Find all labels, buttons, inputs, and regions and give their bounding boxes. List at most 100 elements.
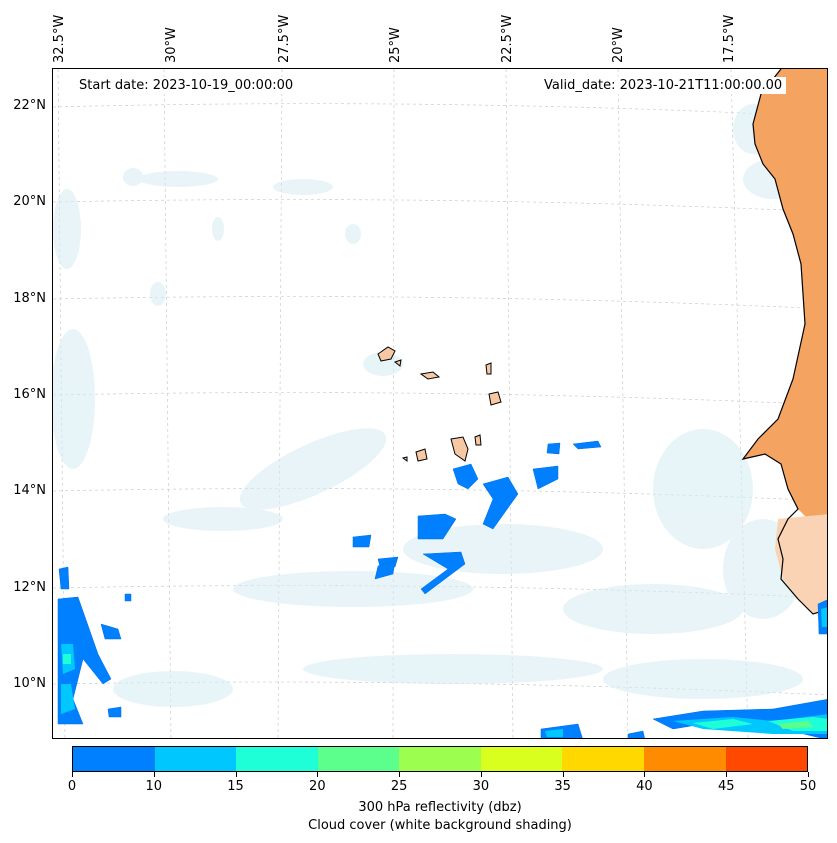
lon-label: 22.5°W <box>500 14 515 63</box>
colorbar-segment <box>725 747 808 771</box>
island <box>450 436 469 462</box>
gridline-lon <box>163 69 172 738</box>
lon-label: 17.5°W <box>722 14 737 63</box>
lat-label: 18°N <box>13 291 46 306</box>
cloud-patch <box>53 329 95 469</box>
cloud-patch <box>150 282 166 306</box>
lon-label: 25°W <box>388 27 403 63</box>
gridline-lon <box>277 69 283 738</box>
lat-label: 12°N <box>13 580 46 595</box>
reflectivity-blob <box>61 684 75 714</box>
colorbar-tick <box>562 772 564 777</box>
reflectivity-blob <box>821 607 827 627</box>
reflectivity-blob <box>420 551 466 595</box>
cloud-patch <box>113 671 233 707</box>
cloud-patch <box>212 217 224 241</box>
reflectivity-blob <box>627 730 645 738</box>
map-canvas <box>53 69 827 738</box>
reflectivity-blob <box>482 476 519 530</box>
lat-label: 20°N <box>13 194 46 209</box>
colorbar-tick-label: 10 <box>145 779 163 794</box>
colorbar-tick <box>399 772 401 777</box>
cloud-patch <box>653 429 753 549</box>
reflectivity-blob <box>100 623 122 640</box>
gridline-lon <box>730 69 749 738</box>
colorbar <box>72 746 808 772</box>
cloud-patch <box>273 179 333 195</box>
map-frame: Start date: 2023-10-19_00:00:00 Valid_da… <box>52 68 828 739</box>
africa-land-south <box>775 514 827 614</box>
colorbar-tick <box>808 772 809 777</box>
colorbar-segment <box>317 747 400 771</box>
lon-label: 27.5°W <box>277 14 292 63</box>
colorbar-tick-label: 45 <box>717 779 735 794</box>
gridline-lon <box>505 69 514 738</box>
colorbar-segment <box>480 747 563 771</box>
colorbar-segment <box>562 747 644 771</box>
gridline-lat <box>53 296 827 310</box>
cloud-patch <box>563 584 743 634</box>
colorbar-segment <box>154 747 237 771</box>
colorbar-tick <box>726 772 728 777</box>
reflectivity-blob <box>532 465 559 490</box>
lat-label: 10°N <box>13 676 46 691</box>
cloud-patch <box>239 428 387 510</box>
gridline-lat <box>53 585 827 599</box>
cloud-patch <box>603 659 803 699</box>
colorbar-tick <box>153 772 155 777</box>
colorbar-segment <box>399 747 481 771</box>
start-date-label: Start date: 2023-10-19_00:00:00 <box>75 77 298 94</box>
colorbar-tick-label: 0 <box>67 779 77 794</box>
colorbar-tick-label: 20 <box>309 779 326 794</box>
africa-land <box>743 69 827 524</box>
gridline-lat <box>53 103 827 118</box>
reflectivity-blob <box>63 654 71 664</box>
lon-label: 30°W <box>164 27 179 63</box>
colorbar-tick-label: 35 <box>554 779 571 794</box>
colorbar-label-reflectivity: 300 hPa reflectivity (dbz) <box>358 800 522 815</box>
island <box>415 448 428 462</box>
cloud-patch <box>363 352 403 376</box>
reflectivity-blob <box>693 719 753 729</box>
reflectivity-blob <box>124 593 132 602</box>
colorbar-tick <box>480 772 482 777</box>
colorbar-segment <box>643 747 726 771</box>
reflectivity-blob <box>374 560 396 580</box>
gridline-lat <box>53 392 827 406</box>
lon-label: 20°W <box>611 27 626 63</box>
colorbar-tick-label: 15 <box>227 779 244 794</box>
gridline-lat <box>53 488 827 502</box>
island <box>393 359 402 367</box>
island <box>488 391 502 406</box>
colorbar-tick <box>317 772 319 777</box>
reflectivity-blob <box>545 729 563 737</box>
reflectivity-blob <box>352 534 372 548</box>
island <box>485 362 492 375</box>
colorbar-segment <box>73 747 155 771</box>
colorbar-tick <box>644 772 646 777</box>
colorbar-tick-label: 25 <box>390 779 408 794</box>
reflectivity-blob <box>572 440 602 450</box>
reflectivity-blob <box>417 513 457 540</box>
lon-label: 32.5°W <box>52 14 67 63</box>
island <box>474 434 482 446</box>
reflectivity-blob <box>452 463 479 490</box>
gridlines <box>53 69 827 738</box>
cloud-patch <box>233 571 473 607</box>
lat-label: 16°N <box>13 387 46 402</box>
cape-verde-islands <box>377 346 502 462</box>
reflectivity-blob <box>58 566 70 590</box>
cloud-patch <box>53 189 81 269</box>
island <box>377 346 396 362</box>
colorbar-tick <box>235 772 237 777</box>
colorbar-tick-label: 40 <box>636 779 653 794</box>
lat-label: 14°N <box>13 483 46 498</box>
cloud-patch <box>138 171 218 187</box>
reflectivity-20-25 <box>778 721 813 729</box>
lat-label: 22°N <box>13 98 46 113</box>
colorbar-tick <box>72 772 73 777</box>
colorbar-tick-label: 50 <box>799 779 817 794</box>
gridline-lon <box>392 69 395 738</box>
island <box>419 371 441 380</box>
cloud-patch <box>345 224 361 244</box>
